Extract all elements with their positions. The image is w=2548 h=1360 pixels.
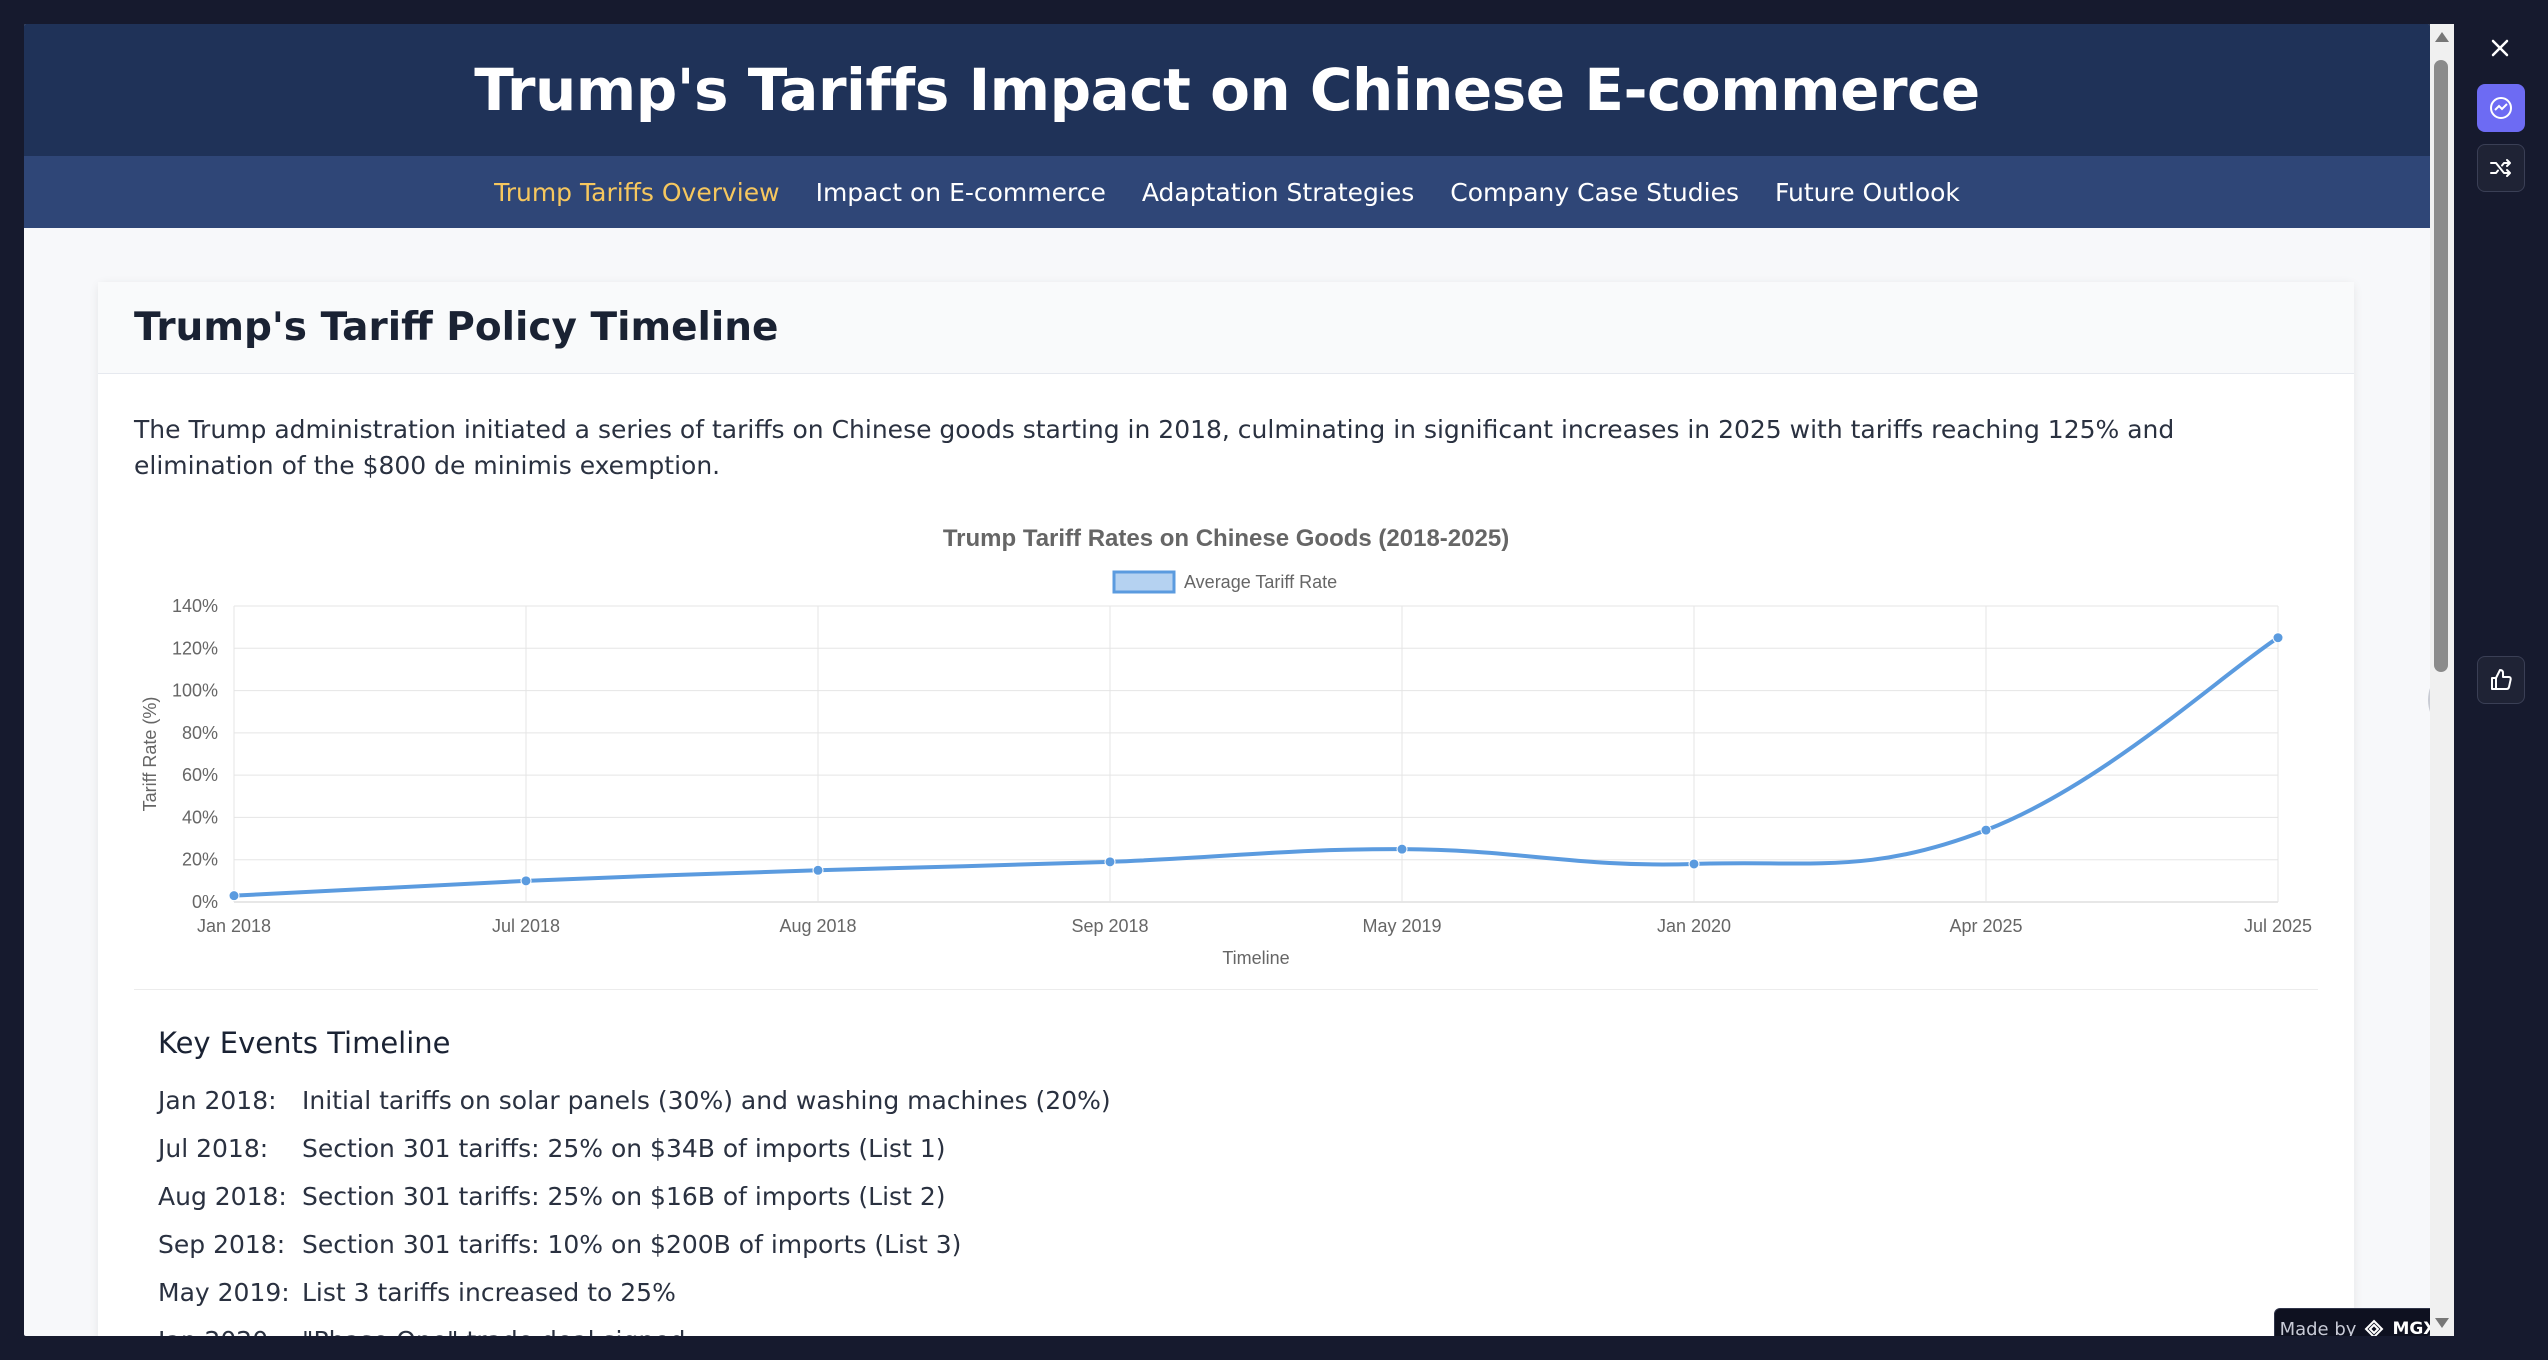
y-tick-label: 120% <box>172 638 218 658</box>
y-tick-label: 60% <box>182 765 218 785</box>
close-button[interactable] <box>2476 24 2524 72</box>
made-by-badge[interactable]: Made by MGX <box>2274 1308 2430 1336</box>
scroll-down-arrow-icon[interactable] <box>2435 1318 2449 1328</box>
main-nav: Trump Tariffs Overview Impact on E-comme… <box>24 156 2430 228</box>
event-row: Sep 2018: Section 301 tariffs: 10% on $2… <box>158 1220 1111 1268</box>
event-row: Aug 2018: Section 301 tariffs: 25% on $1… <box>158 1172 1111 1220</box>
event-date: Jan 2020: <box>158 1326 302 1337</box>
x-tick-label: May 2019 <box>1362 916 1441 936</box>
thumbs-up-icon <box>2491 669 2512 690</box>
scroll-up-arrow-icon[interactable] <box>2435 32 2449 42</box>
nav-item-adaptation-strategies[interactable]: Adaptation Strategies <box>1141 177 1415 207</box>
series-line-average-tariff-rate <box>233 636 2280 898</box>
x-tick-label: Sep 2018 <box>1071 916 1148 936</box>
chat-button[interactable] <box>2477 84 2525 132</box>
section-title: Trump's Tariff Policy Timeline <box>134 305 779 350</box>
x-tick-label: Jan 2020 <box>1657 916 1731 936</box>
events-title: Key Events Timeline <box>158 1026 451 1060</box>
event-date: Jul 2018: <box>158 1133 269 1163</box>
tariff-chart: Trump Tariff Rates on Chinese Goods (201… <box>134 518 2318 990</box>
nav-item-company-case-studies[interactable]: Company Case Studies <box>1450 177 1739 207</box>
y-axis-label: Tariff Rate (%) <box>140 697 160 812</box>
nav-item-impact-ecommerce[interactable]: Impact on E-commerce <box>815 177 1106 207</box>
y-tick-label: 140% <box>172 596 218 616</box>
data-point <box>1396 843 1408 855</box>
data-point <box>2272 632 2284 644</box>
x-axis-label: Timeline <box>1222 948 1289 968</box>
nav-item-future-outlook[interactable]: Future Outlook <box>1774 177 1960 207</box>
x-tick-label: Jul 2025 <box>2244 916 2312 936</box>
data-point <box>812 864 824 876</box>
event-date: May 2019: <box>158 1277 290 1307</box>
close-icon <box>2491 39 2509 57</box>
card-header: Trump's Tariff Policy Timeline <box>98 282 2354 374</box>
event-row: Jul 2018: Section 301 tariffs: 25% on $3… <box>158 1124 1111 1172</box>
event-row: May 2019: List 3 tariffs increased to 25… <box>158 1268 1111 1316</box>
section-intro: The Trump administration initiated a ser… <box>134 415 2175 480</box>
chat-icon <box>2490 97 2512 119</box>
event-text: Section 301 tariffs: 10% on $200B of imp… <box>302 1229 962 1259</box>
timeline-card: Trump's Tariff Policy Timeline The Trump… <box>98 282 2354 1336</box>
key-events: Key Events Timeline Jan 2018: Initial ta… <box>158 1026 1111 1336</box>
made-by-label: Made by <box>2279 1318 2357 1337</box>
event-row: Jan 2020: "Phase One" trade deal signed <box>158 1316 1111 1337</box>
event-text: Initial tariffs on solar panels (30%) an… <box>302 1085 1111 1115</box>
event-text: "Phase One" trade deal signed <box>302 1326 685 1337</box>
event-text: List 3 tariffs increased to 25% <box>302 1277 676 1307</box>
event-date: Sep 2018: <box>158 1229 286 1259</box>
data-point <box>1980 824 1992 836</box>
data-point <box>228 890 240 902</box>
data-point <box>520 875 532 887</box>
x-tick-label: Aug 2018 <box>779 916 856 936</box>
legend-swatch <box>1112 570 1176 594</box>
event-date: Jan 2018: <box>158 1085 277 1115</box>
collapse-panel-button[interactable]: ‹ <box>2428 664 2430 736</box>
shuffle-button[interactable] <box>2477 144 2525 192</box>
y-tick-label: 100% <box>172 681 218 701</box>
like-button[interactable] <box>2477 656 2525 704</box>
app-frame: Trump's Tariffs Impact on Chinese E-comm… <box>24 24 2430 1336</box>
x-tick-label: Jul 2018 <box>492 916 560 936</box>
event-text: Section 301 tariffs: 25% on $16B of impo… <box>302 1181 946 1211</box>
x-tick-label: Jan 2018 <box>197 916 271 936</box>
event-date: Aug 2018: <box>158 1181 287 1211</box>
chart-title: Trump Tariff Rates on Chinese Goods (201… <box>943 525 1509 552</box>
mgx-logo-icon <box>2365 1319 2384 1336</box>
page-scrollbar[interactable] <box>2430 24 2454 1336</box>
event-row: Jan 2018: Initial tariffs on solar panel… <box>158 1076 1111 1124</box>
legend-label: Average Tariff Rate <box>1184 572 1337 592</box>
x-tick-label: Apr 2025 <box>1949 916 2022 936</box>
made-by-brand: MGX <box>2392 1319 2430 1336</box>
event-text: Section 301 tariffs: 25% on $34B of impo… <box>302 1133 946 1163</box>
y-tick-label: 20% <box>182 850 218 870</box>
y-tick-label: 0% <box>192 892 218 912</box>
nav-item-tariffs-overview[interactable]: Trump Tariffs Overview <box>494 177 780 207</box>
tariff-chart-svg: Trump Tariff Rates on Chinese Goods (201… <box>140 525 2312 968</box>
y-tick-label: 40% <box>182 807 218 827</box>
y-tick-label: 80% <box>182 723 218 743</box>
page-header: Trump's Tariffs Impact on Chinese E-comm… <box>24 24 2430 156</box>
shuffle-icon <box>2490 159 2511 177</box>
data-point <box>1104 856 1116 868</box>
page-title: Trump's Tariffs Impact on Chinese E-comm… <box>474 56 1980 124</box>
scroll-thumb[interactable] <box>2434 60 2448 672</box>
data-point <box>1688 858 1700 870</box>
